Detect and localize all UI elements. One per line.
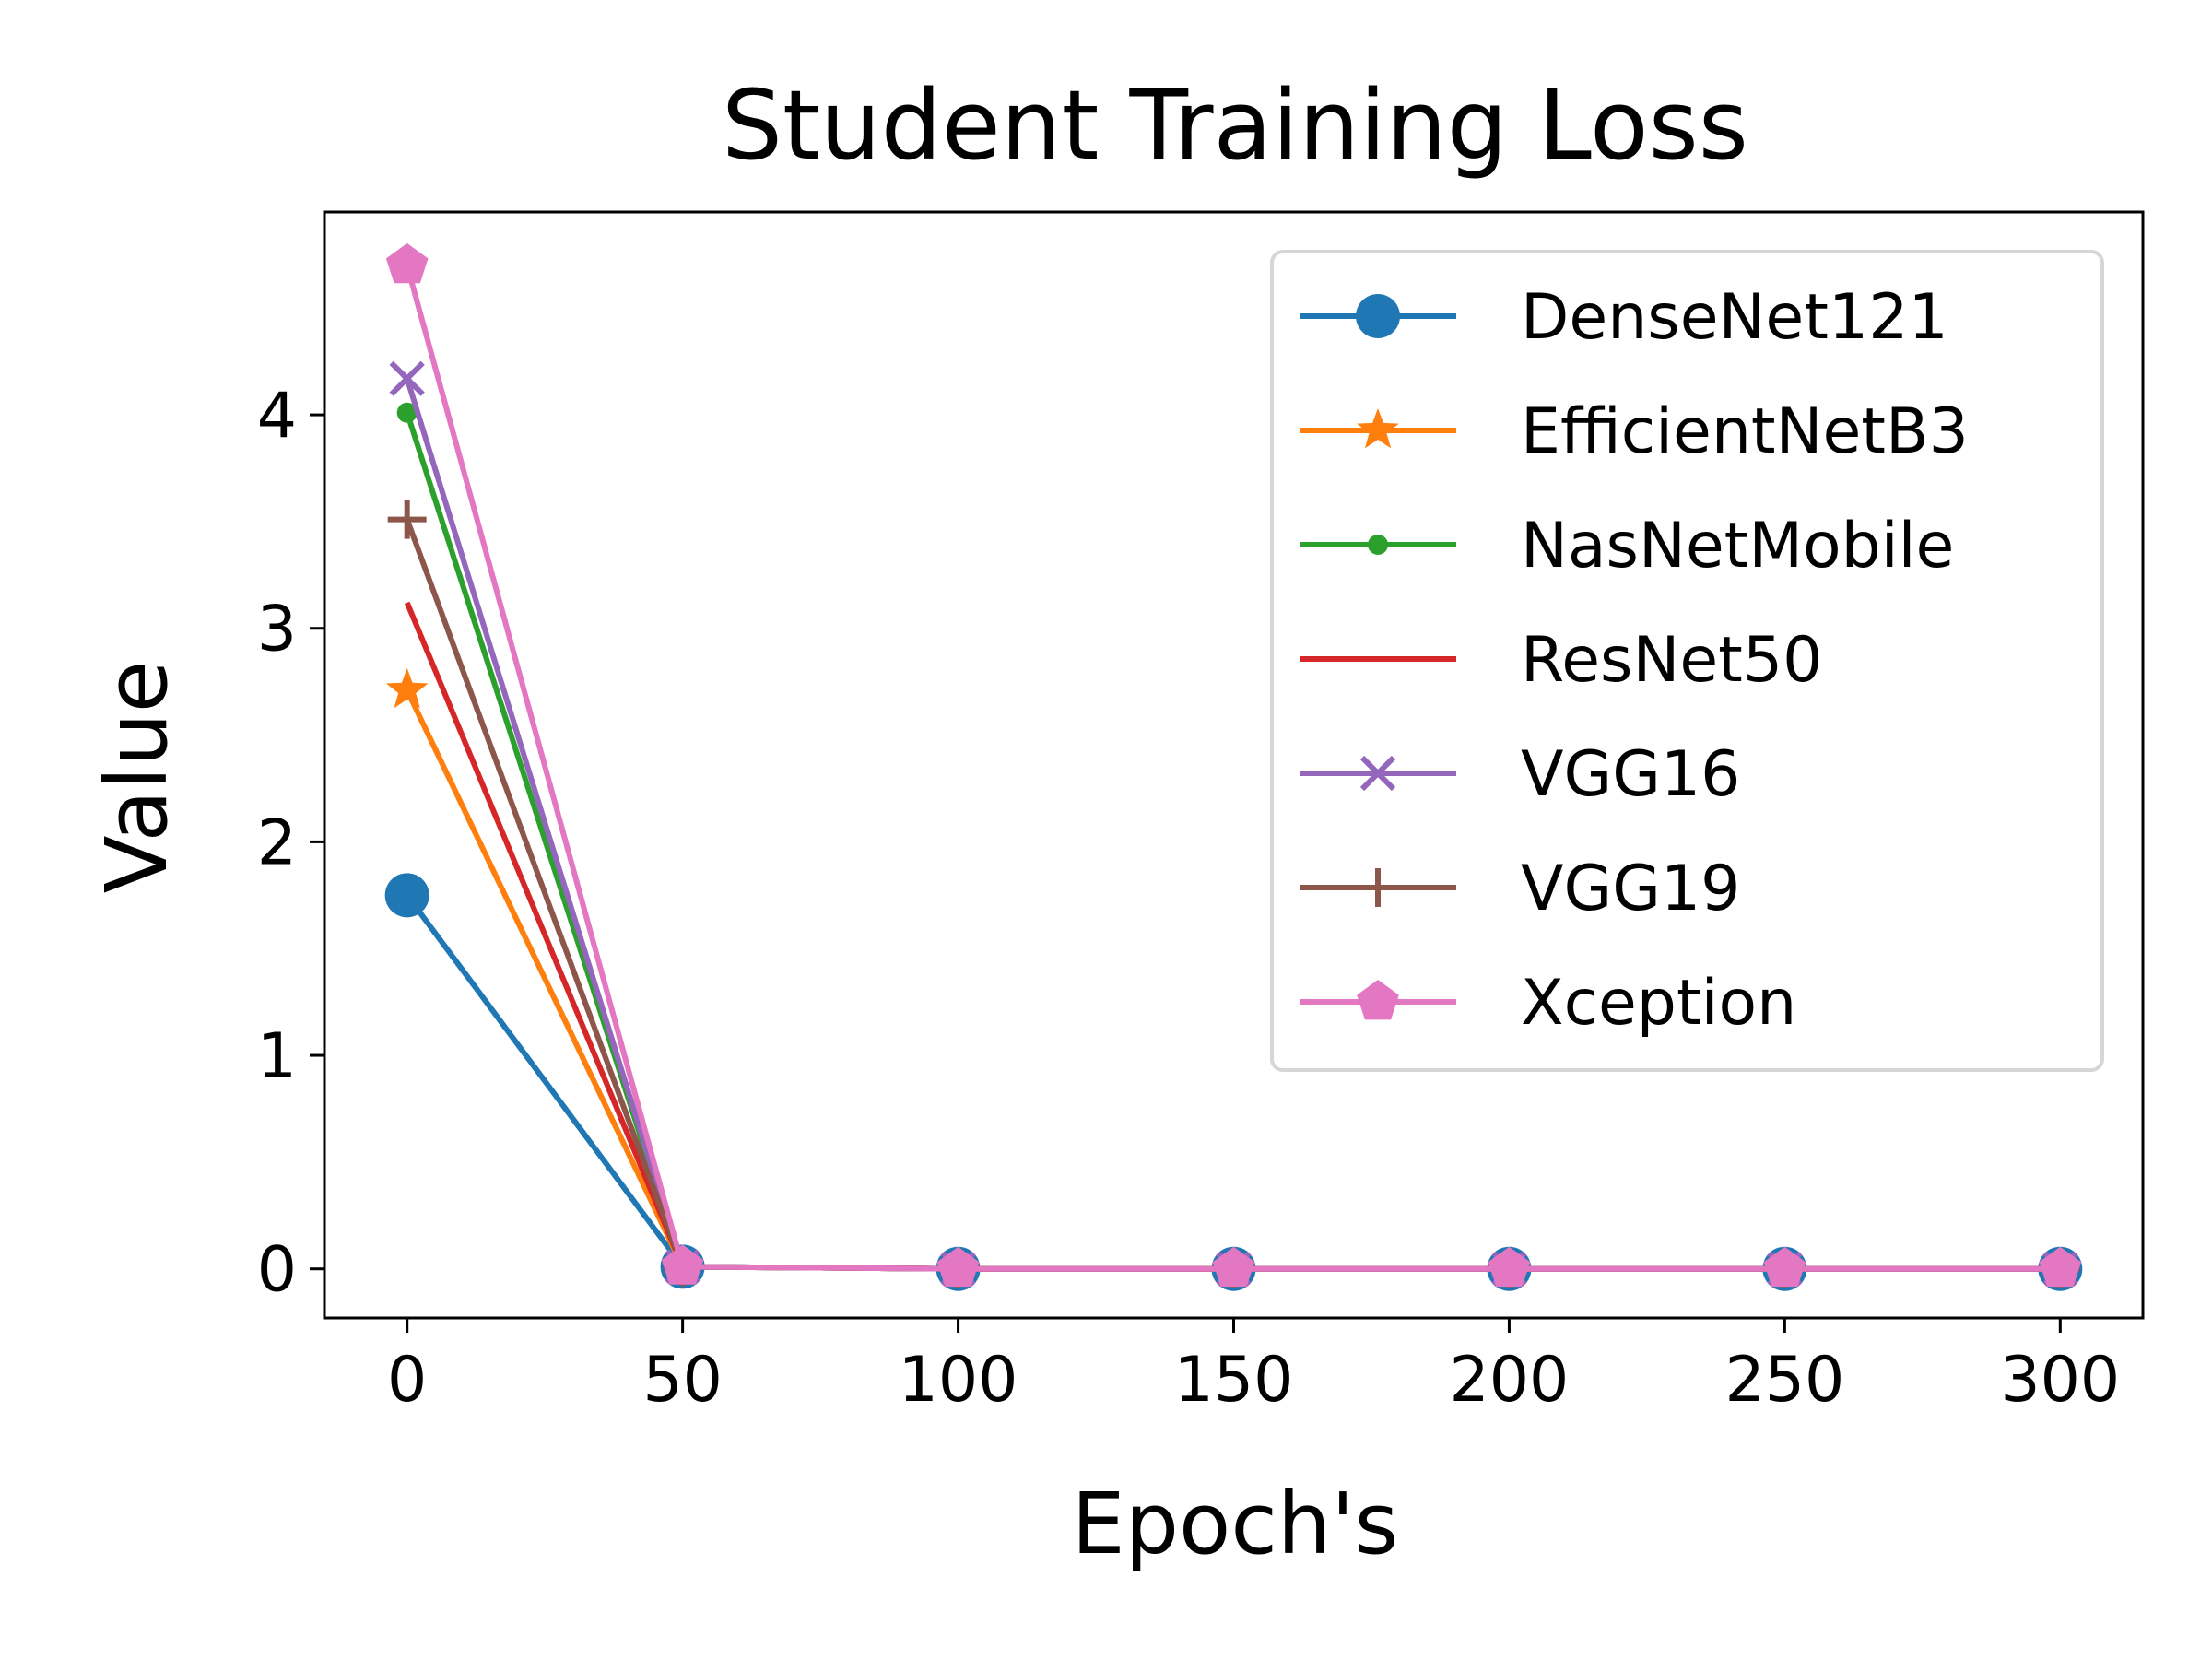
legend-label: VGG16 [1521,738,1740,811]
data-point [389,360,425,396]
x-axis-label: Epoch's [1072,1475,1399,1573]
x-tick-label: 0 [387,1344,427,1417]
x-tick-label: 300 [2000,1344,2120,1417]
data-point [396,402,418,423]
data-point [661,1244,704,1285]
legend-label: DenseNet121 [1521,281,1948,354]
y-tick-label: 1 [257,1020,297,1093]
plot-frame [323,210,2145,1320]
data-point [1763,1246,1806,1288]
y-tick-label: 4 [257,380,297,453]
data-point [936,1246,980,1288]
data-point [2039,1246,2082,1288]
y-tick-label: 0 [257,1234,297,1307]
data-point [1212,1246,1255,1288]
legend-marker [1359,868,1397,907]
x-tick-label: 200 [1450,1344,1570,1417]
plot-area: 0 50 100 150 200 250 300 0 1 2 3 4 [257,210,2145,1417]
legend-marker [1356,294,1400,338]
legend-label: EfficientNetB3 [1521,395,1969,468]
y-tick-label: 2 [257,806,297,879]
y-tick-label: 3 [257,594,297,666]
chart-title: Student Training Loss [722,69,1748,182]
legend-marker [1368,535,1388,555]
legend-label: NasNetMobile [1521,510,1954,582]
data-point [384,873,429,918]
x-tick-label: 150 [1174,1344,1294,1417]
legend-marker [1357,980,1399,1020]
legend-label: Xception [1521,967,1796,1040]
x-tick-label: 100 [899,1344,1018,1417]
x-tick-label: 50 [642,1344,723,1417]
y-axis-label: Value [88,661,186,894]
legend-box [1270,250,2104,1072]
x-tick-label: 250 [1724,1344,1844,1417]
legend-label: VGG19 [1521,853,1740,925]
data-point [385,242,429,284]
legend: DenseNet121 EfficientNetB3 NasNetMobile Res… [1270,250,2104,1072]
data-point [387,500,427,539]
legend-label: ResNet50 [1521,624,1822,697]
legend-marker [1357,408,1399,449]
data-point [385,667,429,709]
legend-marker [1359,755,1396,792]
data-point [1488,1246,1531,1288]
